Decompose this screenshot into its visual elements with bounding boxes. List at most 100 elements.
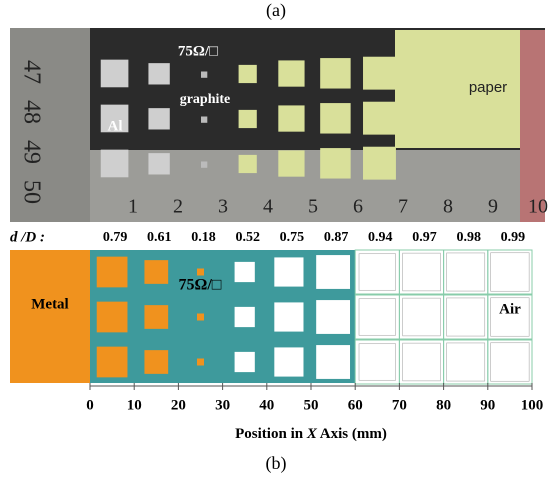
photo-label: 75Ω/□: [178, 43, 218, 59]
paper-edge: [520, 30, 545, 222]
ratio-value: 0.18: [191, 230, 216, 245]
unit-square: [97, 347, 128, 378]
photo-label: Al: [108, 118, 123, 134]
unit-square: [235, 262, 255, 282]
photo-square: [278, 150, 304, 176]
ruler-number: 1: [128, 196, 138, 218]
photo-square: [101, 150, 129, 178]
unit-square: [197, 313, 204, 320]
x-tick-label: 30: [215, 397, 230, 413]
x-tick-label: 70: [392, 397, 407, 413]
ratio-value: 0.99: [501, 230, 526, 245]
x-tick-label: 10: [127, 397, 142, 413]
photo-square: [148, 63, 169, 84]
ruler-number: 50: [18, 180, 44, 204]
photo-square: [363, 57, 396, 90]
photo: [10, 28, 545, 222]
panel-label: (a): [266, 0, 286, 21]
photo-square: [239, 155, 257, 173]
ratio-label: d /D :: [10, 229, 45, 245]
x-tick-label: 100: [521, 397, 544, 413]
unit-square: [359, 254, 396, 291]
unit-square: [144, 350, 168, 374]
x-tick-label: 40: [259, 397, 274, 413]
air-label: Air: [499, 301, 521, 317]
resistive-sheet: [90, 250, 355, 383]
ruler-number: 10: [528, 196, 548, 218]
unit-square: [235, 352, 255, 372]
sheet-label: 75Ω/□: [179, 277, 222, 294]
unit-square: [197, 268, 204, 275]
figure: (a) Metal Air 75Ω/□ d /D : (b) Position …: [0, 0, 552, 477]
ruler-number: 5: [308, 196, 318, 218]
photo-square: [148, 108, 169, 129]
ratio-value: 0.87: [324, 230, 349, 245]
unit-square: [235, 307, 255, 327]
photo-square: [101, 60, 129, 88]
ruler-number: 48: [18, 100, 44, 124]
photo-square: [363, 147, 396, 180]
x-tick-label: 0: [86, 397, 94, 413]
ruler-number: 9: [488, 196, 498, 218]
ruler-number: 8: [443, 196, 453, 218]
unit-square: [316, 300, 350, 334]
unit-square: [197, 358, 204, 365]
unit-square: [97, 257, 128, 288]
unit-square: [144, 260, 168, 284]
ruler-number: 4: [263, 196, 273, 218]
ratio-value: 0.94: [368, 230, 393, 245]
metal: [10, 250, 90, 383]
unit-square: [359, 299, 396, 336]
x-tick-label: 50: [304, 397, 319, 413]
unit-square: [359, 344, 396, 381]
unit-square: [144, 305, 168, 329]
ratio-value: 0.61: [147, 230, 172, 245]
ratio-value: 0.98: [456, 230, 481, 245]
photo-label: paper: [469, 79, 507, 96]
unit-square: [403, 298, 441, 336]
photo-square: [278, 105, 304, 131]
x-tick-label: 60: [348, 397, 363, 413]
ruler-number: 47: [18, 60, 44, 84]
axis-title-part: Axis (mm): [317, 426, 387, 442]
unit-square: [491, 343, 530, 382]
ratio-value: 0.79: [103, 230, 128, 245]
unit-square: [316, 345, 350, 379]
axis-title-part: Position in: [235, 426, 307, 442]
ratio-value: 0.75: [280, 230, 305, 245]
unit-square: [403, 253, 441, 291]
unit-square: [447, 298, 485, 336]
photo-label: graphite: [180, 92, 231, 107]
ratio-value: 0.52: [235, 230, 260, 245]
ratio-value: 0.97: [412, 230, 437, 245]
photo-square: [363, 102, 396, 135]
photo-square: [201, 116, 207, 122]
unit-square: [447, 343, 485, 381]
photo-square: [239, 110, 257, 128]
photo-square: [320, 103, 350, 133]
x-tick-label: 80: [436, 397, 451, 413]
ruler-number: 2: [173, 196, 183, 218]
unit-square: [274, 347, 303, 376]
unit-square: [491, 253, 530, 292]
unit-square: [97, 302, 128, 333]
metal-label: Metal: [31, 296, 68, 312]
ruler-number: 49: [18, 140, 44, 164]
photo-square: [201, 71, 207, 77]
photo-square: [239, 65, 257, 83]
photo-square: [320, 58, 350, 88]
unit-square: [403, 343, 441, 381]
schematic: [10, 250, 532, 384]
photo-square: [278, 60, 304, 86]
ruler-number: 7: [398, 196, 408, 218]
axis-title: Position in X Axis (mm): [235, 426, 387, 442]
x-tick-label: 90: [480, 397, 495, 413]
photo-square: [320, 148, 350, 178]
unit-square: [274, 302, 303, 331]
unit-square: [316, 255, 350, 289]
panel-label: (b): [266, 453, 287, 474]
unit-square: [447, 253, 485, 291]
ruler-number: 3: [218, 196, 228, 218]
unit-square: [274, 257, 303, 286]
photo-square: [201, 161, 207, 167]
